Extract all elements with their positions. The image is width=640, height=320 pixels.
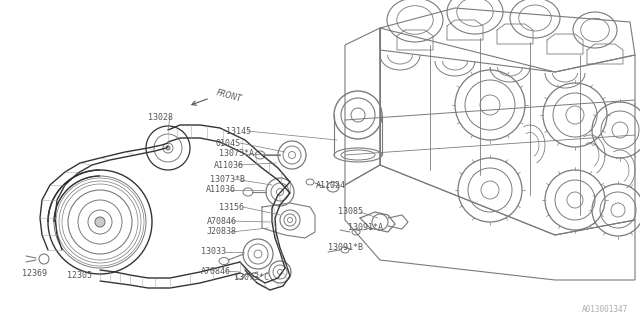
Text: 13033: 13033 — [201, 247, 226, 257]
Text: A70846: A70846 — [201, 267, 231, 276]
Text: 13091*B: 13091*B — [328, 244, 363, 252]
Circle shape — [95, 217, 105, 227]
Text: 13073*B: 13073*B — [210, 174, 245, 183]
Text: A11036: A11036 — [206, 186, 236, 195]
Circle shape — [166, 146, 170, 150]
Text: 13073*C: 13073*C — [234, 274, 269, 283]
Text: A11024: A11024 — [316, 180, 346, 189]
Text: J20838: J20838 — [207, 228, 237, 236]
Text: 13073*A: 13073*A — [219, 149, 254, 158]
Text: 13145: 13145 — [226, 126, 251, 135]
Text: 13091*A: 13091*A — [348, 223, 383, 233]
Text: A11036: A11036 — [214, 161, 244, 170]
Text: 12305: 12305 — [67, 271, 92, 281]
Text: 13028: 13028 — [148, 113, 173, 122]
Text: A70846: A70846 — [207, 217, 237, 226]
Text: 12369: 12369 — [22, 268, 47, 277]
Text: 0104S: 0104S — [216, 139, 241, 148]
Text: A013001347: A013001347 — [582, 305, 628, 314]
Text: 13085: 13085 — [338, 207, 363, 217]
Text: 13156: 13156 — [219, 203, 244, 212]
Text: FRONT: FRONT — [215, 88, 243, 104]
